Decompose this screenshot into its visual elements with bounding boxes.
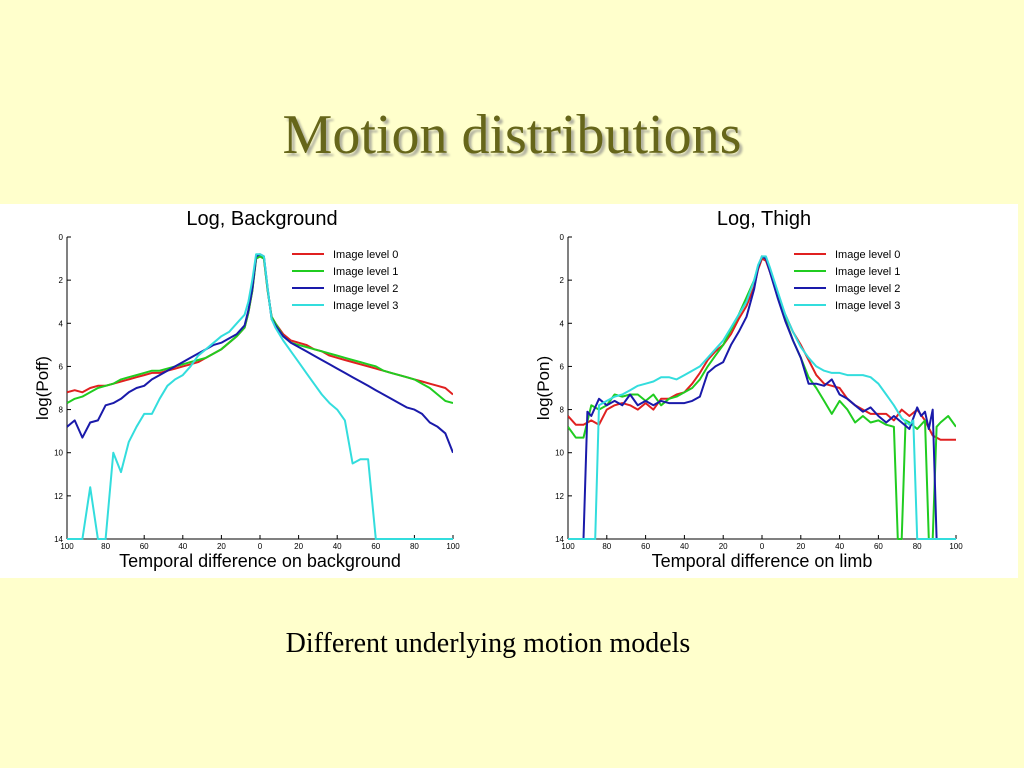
- x-tick-label: 40: [333, 542, 342, 551]
- x-tick-label: 20: [796, 542, 805, 551]
- x-tick-label: 20: [217, 542, 226, 551]
- series-line: [568, 255, 956, 540]
- x-tick-label: 100: [446, 542, 460, 551]
- x-tick-label: 60: [641, 542, 650, 551]
- series-line: [67, 255, 453, 405]
- y-tick-label: 6: [59, 362, 64, 371]
- y-tick-label: 10: [555, 449, 564, 458]
- series-line: [568, 255, 941, 540]
- figure-strip: 0 2 4 6 8 10 12 14 100 80 60 40 20 0 20 40 60 80 100 Log, B…: [0, 204, 1018, 578]
- legend-entry: Image level 0: [333, 249, 398, 261]
- chart-title: Log, Thigh: [717, 208, 811, 230]
- legend-entry: Image level 2: [835, 283, 900, 295]
- x-axis-label: Temporal difference on limb: [652, 551, 873, 571]
- y-tick-label: 0: [560, 233, 565, 242]
- x-tick-label: 60: [371, 542, 380, 551]
- x-tick-label: 40: [680, 542, 689, 551]
- series-line: [67, 253, 453, 540]
- y-tick-label: 12: [54, 492, 63, 501]
- x-tick-label: 60: [874, 542, 883, 551]
- y-tick-label: 12: [555, 492, 564, 501]
- slide-caption: Different underlying motion models: [285, 628, 691, 659]
- legend-entry: Image level 0: [835, 249, 900, 261]
- x-tick-label: 40: [178, 542, 187, 551]
- slide-title: Motion distributions: [282, 104, 742, 166]
- legend-entry: Image level 3: [835, 300, 900, 312]
- x-tick-label: 40: [835, 542, 844, 551]
- x-tick-label: 0: [258, 542, 263, 551]
- y-tick-label: 8: [560, 406, 565, 415]
- legend-entry: Image level 2: [333, 283, 398, 295]
- legend-entry: Image level 3: [333, 300, 398, 312]
- y-tick-label: 2: [59, 276, 64, 285]
- x-tick-label: 100: [561, 542, 575, 551]
- y-tick-label: 4: [560, 319, 565, 328]
- x-tick-label: 20: [719, 542, 728, 551]
- x-tick-label: 0: [760, 542, 765, 551]
- legend-entry: Image level 1: [333, 266, 398, 278]
- y-tick-label: 4: [59, 319, 64, 328]
- x-tick-label: 60: [140, 542, 149, 551]
- legend-entry: Image level 1: [835, 266, 900, 278]
- x-tick-label: 80: [410, 542, 419, 551]
- y-tick-label: 6: [560, 362, 565, 371]
- x-tick-label: 100: [60, 542, 74, 551]
- y-tick-label: 14: [555, 535, 564, 544]
- y-axis-label: log(Poff): [33, 356, 52, 420]
- x-tick-label: 20: [294, 542, 303, 551]
- y-tick-label: 2: [560, 276, 565, 285]
- x-tick-label: 80: [602, 542, 611, 551]
- x-tick-label: 80: [913, 542, 922, 551]
- y-axis-label: log(Pon): [534, 356, 553, 420]
- y-tick-label: 0: [59, 233, 64, 242]
- y-tick-label: 14: [54, 535, 63, 544]
- x-tick-label: 80: [101, 542, 110, 551]
- x-axis-label: Temporal difference on background: [119, 551, 401, 571]
- series-line: [568, 255, 956, 540]
- x-tick-label: 100: [949, 542, 963, 551]
- y-tick-label: 10: [54, 449, 63, 458]
- y-tick-label: 8: [59, 406, 64, 415]
- chart-title: Log, Background: [186, 208, 337, 230]
